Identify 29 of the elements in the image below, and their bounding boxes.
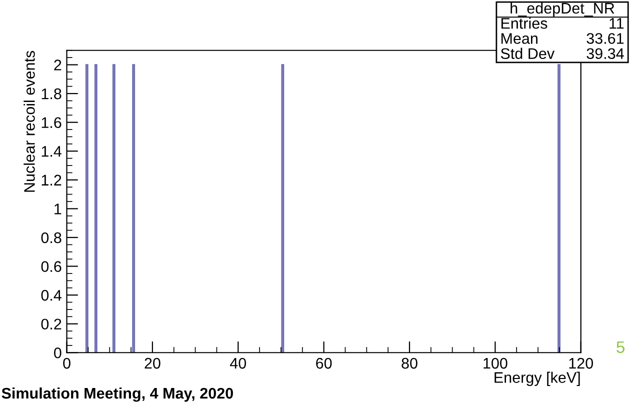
y-tick-label: 0.4 <box>41 290 62 301</box>
y-tick-label: 1.4 <box>42 146 62 157</box>
y-tick-label: 2 <box>54 60 62 70</box>
y-axis-title: Nuclear recoil events <box>24 50 35 192</box>
x-tick-label: 40 <box>230 358 246 369</box>
text: 11 <box>610 18 624 29</box>
annotation: Std Dev <box>500 48 555 60</box>
text: Simulation Meeting, 4 May, 2020 <box>2 387 233 402</box>
y-tick-label: 0.8 <box>41 232 62 244</box>
x-tick-label: 100 <box>484 358 508 369</box>
text: 39.34 <box>586 48 624 60</box>
text: Mean <box>501 33 538 44</box>
y-tick-label: 1 <box>54 204 62 214</box>
x-tick-label: 0 <box>63 358 70 369</box>
x-tick-label: 20 <box>144 358 160 369</box>
y-tick-label: 0.6 <box>41 261 62 272</box>
y-tick-label: 1.6 <box>42 117 62 128</box>
y-tick-label: 1.8 <box>42 88 62 100</box>
text: h_edepDet_NR <box>510 2 614 17</box>
text: 33.61 <box>586 33 624 44</box>
text: 5 <box>616 341 624 354</box>
x-axis-title: Energy [keV] <box>494 372 580 386</box>
x-tick-label: 60 <box>316 358 332 369</box>
y-tick-label: 1.2 <box>42 174 62 186</box>
text: Entries <box>501 18 548 29</box>
x-tick-label: 80 <box>402 358 418 369</box>
y-tick-label: 0.2 <box>41 318 62 330</box>
x-tick-label: 120 <box>569 358 594 369</box>
y-tick-label: 0 <box>54 347 62 358</box>
